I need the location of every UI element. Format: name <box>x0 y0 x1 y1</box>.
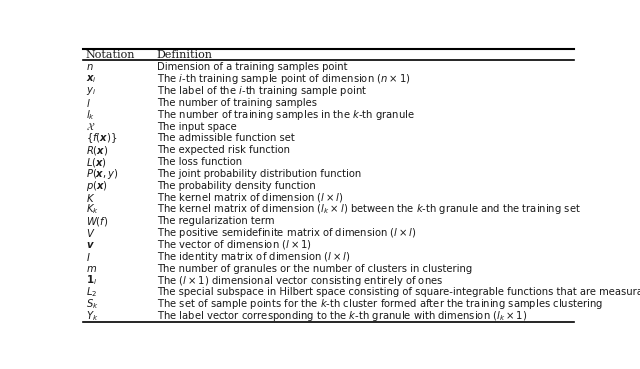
Text: The identity matrix of dimension ($l\times l$): The identity matrix of dimension ($l\tim… <box>157 250 351 264</box>
Text: The $i$-th training sample point of dimension ($n\times1$): The $i$-th training sample point of dime… <box>157 72 410 86</box>
Text: $\mathcal{X}$: $\mathcal{X}$ <box>86 121 95 132</box>
Text: The joint probability distribution function: The joint probability distribution funct… <box>157 169 361 179</box>
Text: $\mathbf{1}_l$: $\mathbf{1}_l$ <box>86 274 97 287</box>
Text: Definition: Definition <box>157 50 213 60</box>
Text: $L_2$: $L_2$ <box>86 286 97 299</box>
Text: The input space: The input space <box>157 121 237 131</box>
Text: $K_k$: $K_k$ <box>86 203 99 216</box>
Text: $Y_k$: $Y_k$ <box>86 309 99 323</box>
Text: $P\left(\boldsymbol{x},y\right)$: $P\left(\boldsymbol{x},y\right)$ <box>86 167 118 181</box>
Text: $p\left(\boldsymbol{x}\right)$: $p\left(\boldsymbol{x}\right)$ <box>86 179 108 193</box>
Text: The positive semidefinite matrix of dimension ($l\times l$): The positive semidefinite matrix of dime… <box>157 226 417 240</box>
Text: The probability density function: The probability density function <box>157 181 316 191</box>
Text: The regularization term: The regularization term <box>157 216 275 226</box>
Text: Dimension of a training samples point: Dimension of a training samples point <box>157 62 348 72</box>
Text: The expected risk function: The expected risk function <box>157 145 290 155</box>
Text: $y_i$: $y_i$ <box>86 85 96 97</box>
Text: The loss function: The loss function <box>157 157 242 167</box>
Text: $\boldsymbol{x}_i$: $\boldsymbol{x}_i$ <box>86 73 97 85</box>
Text: $\boldsymbol{v}$: $\boldsymbol{v}$ <box>86 240 95 250</box>
Text: The special subspace in Hilbert space consisting of square-integrable functions : The special subspace in Hilbert space co… <box>157 287 640 297</box>
Text: The label vector corresponding to the $k$-th granule with dimension ($l_k\times1: The label vector corresponding to the $k… <box>157 309 527 323</box>
Text: The kernel matrix of dimension ($l_k\times l$) between the $k$-th granule and th: The kernel matrix of dimension ($l_k\tim… <box>157 203 580 217</box>
Text: $W\left(f\right)$: $W\left(f\right)$ <box>86 215 108 228</box>
Text: $m$: $m$ <box>86 264 97 274</box>
Text: The set of sample points for the $k$-th cluster formed after the training sample: The set of sample points for the $k$-th … <box>157 297 603 311</box>
Text: The ($l\times1$) dimensional vector consisting entirely of ones: The ($l\times1$) dimensional vector cons… <box>157 273 443 287</box>
Text: The vector of dimension ($l\times1$): The vector of dimension ($l\times1$) <box>157 238 312 252</box>
Text: $L\left(\boldsymbol{x}\right)$: $L\left(\boldsymbol{x}\right)$ <box>86 156 107 169</box>
Text: $n$: $n$ <box>86 62 93 72</box>
Text: The number of training samples: The number of training samples <box>157 98 317 108</box>
Text: $S_k$: $S_k$ <box>86 297 99 311</box>
Text: $I$: $I$ <box>86 251 91 263</box>
Text: The number of granules or the number of clusters in clustering: The number of granules or the number of … <box>157 264 472 274</box>
Text: $l$: $l$ <box>86 97 91 109</box>
Text: $\{f(\boldsymbol{x})\}$: $\{f(\boldsymbol{x})\}$ <box>86 131 117 145</box>
Text: The number of training samples in the $k$-th granule: The number of training samples in the $k… <box>157 108 415 122</box>
Text: $l_k$: $l_k$ <box>86 108 95 121</box>
Text: $K$: $K$ <box>86 192 95 204</box>
Text: $R\left(\boldsymbol{x}\right)$: $R\left(\boldsymbol{x}\right)$ <box>86 144 108 157</box>
Text: Notation: Notation <box>86 50 136 60</box>
Text: $V$: $V$ <box>86 227 95 239</box>
Text: The kernel matrix of dimension ($l\times l$): The kernel matrix of dimension ($l\times… <box>157 191 344 204</box>
Text: The admissible function set: The admissible function set <box>157 133 294 143</box>
Text: The label of the $i$-th training sample point: The label of the $i$-th training sample … <box>157 84 367 98</box>
